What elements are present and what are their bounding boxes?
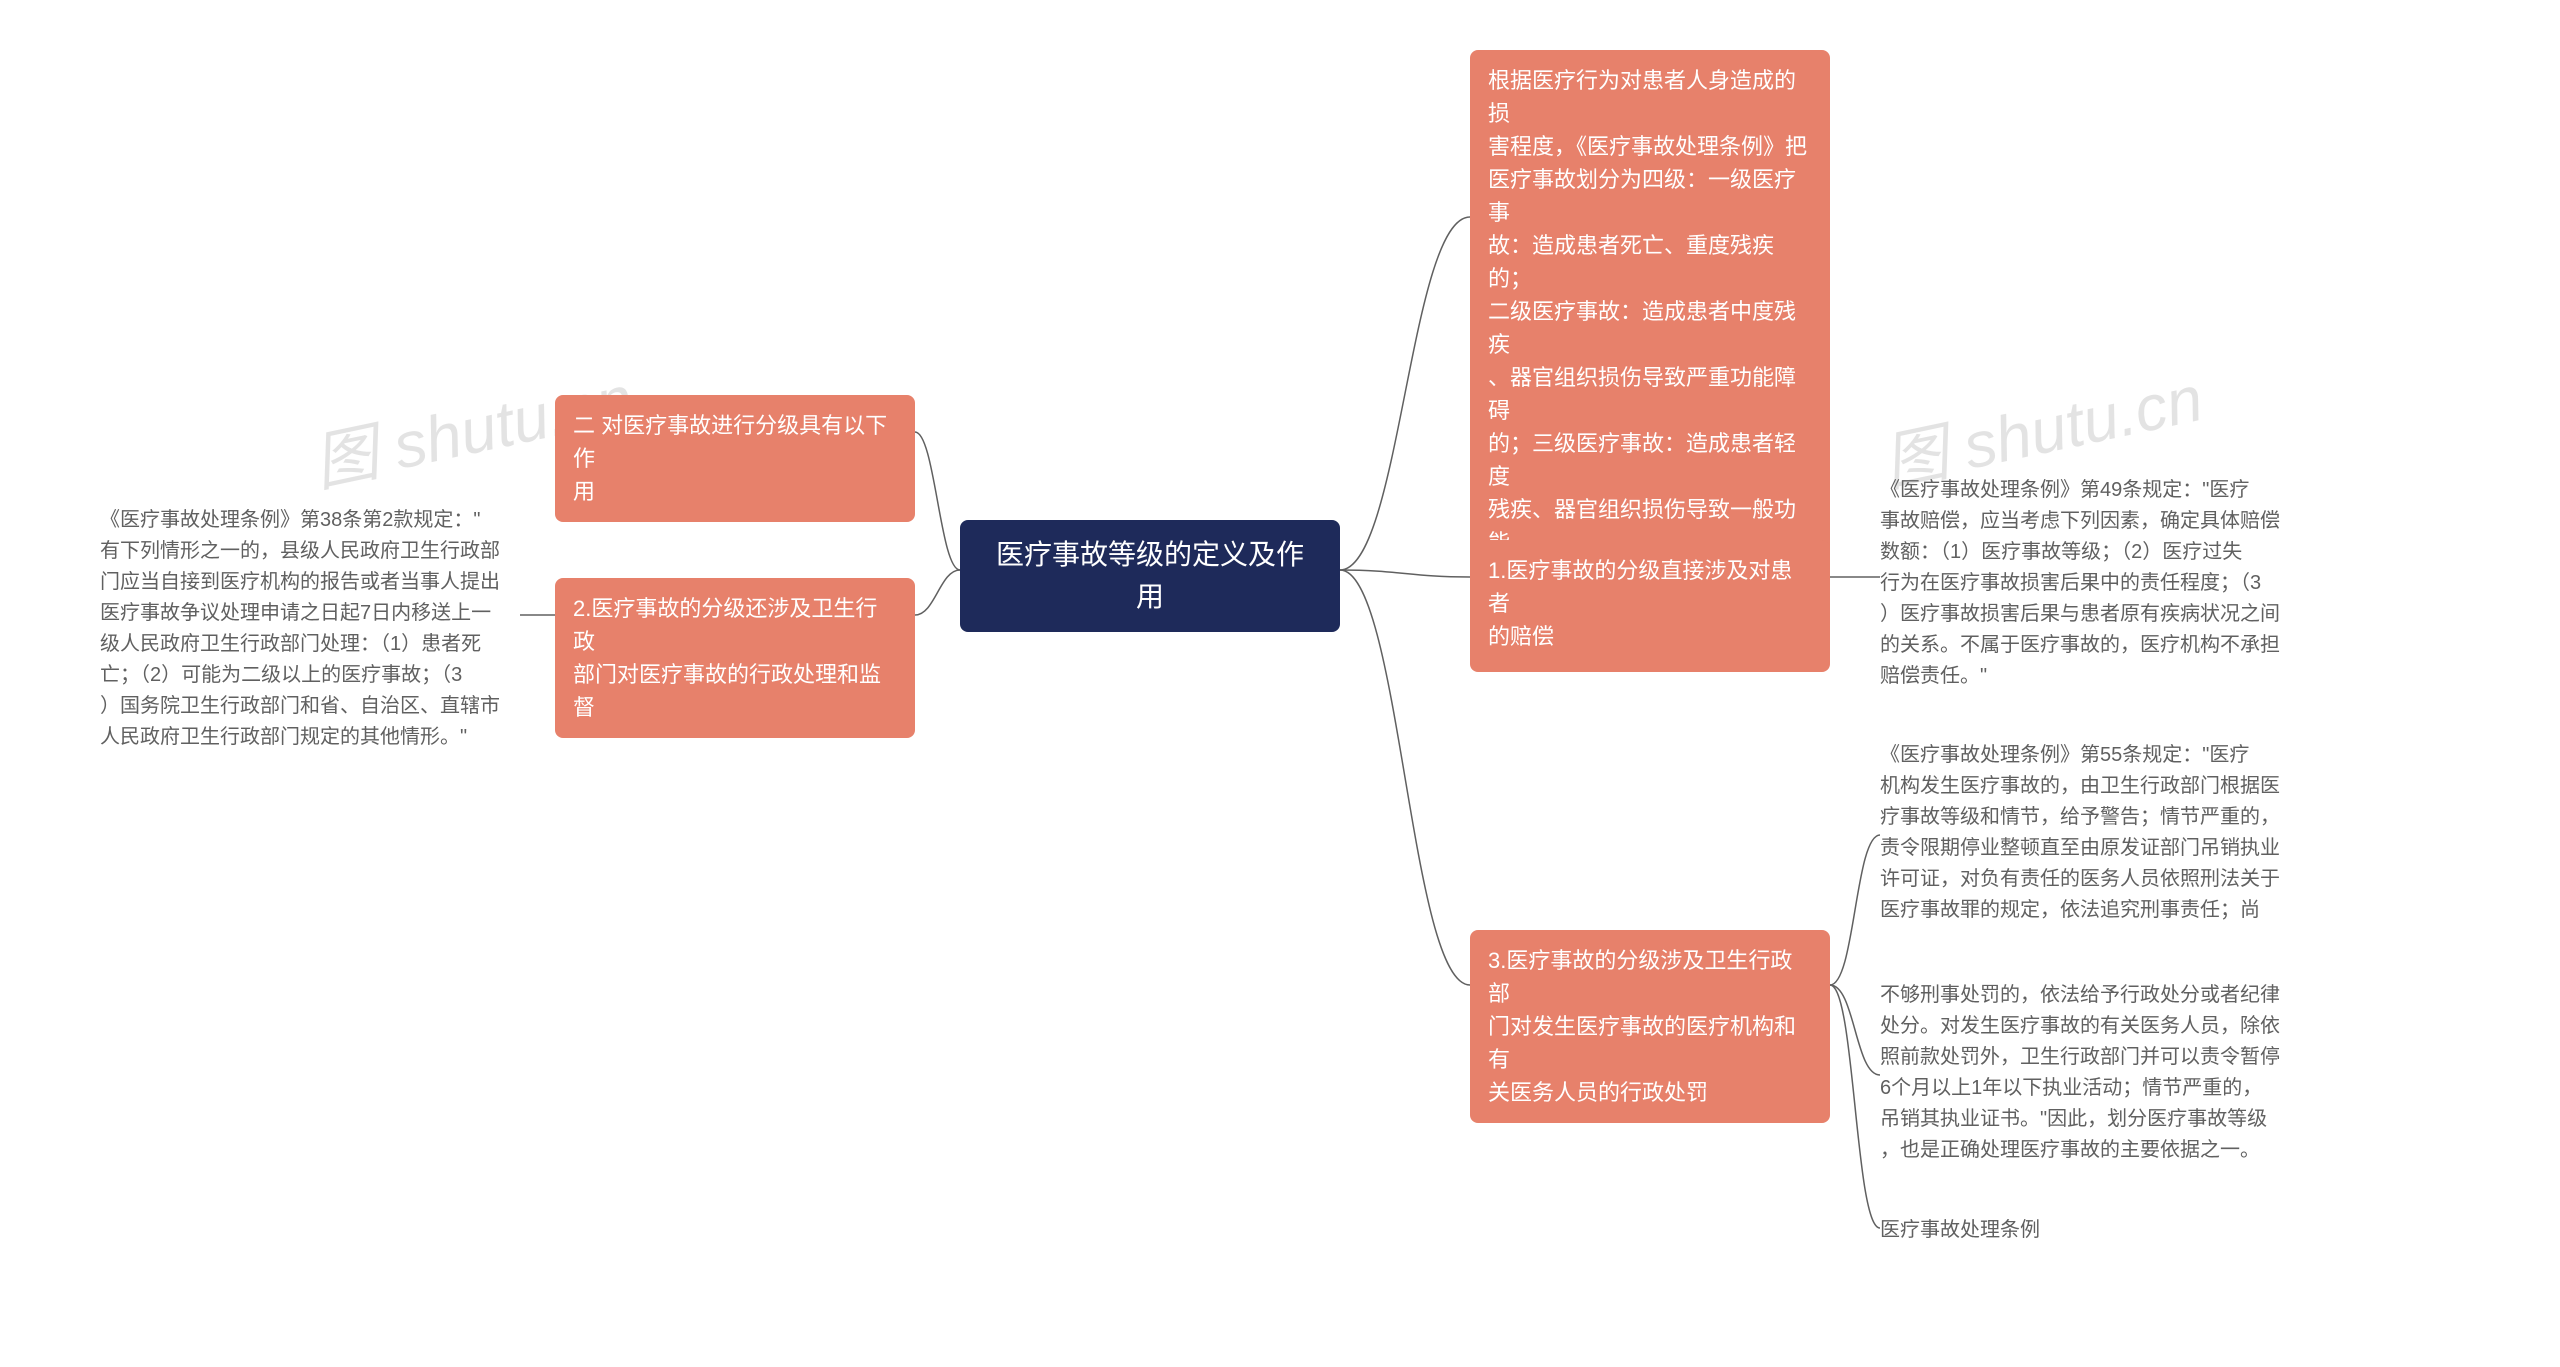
right-branch-3-leaf-3-text: 医疗事故处理条例 bbox=[1880, 1219, 2040, 1241]
left-branch-2-label: 2.医疗事故的分级还涉及卫生行政部门对医疗事故的行政处理和监督 bbox=[573, 596, 881, 720]
right-branch-3-label: 3.医疗事故的分级涉及卫生行政部门对发生医疗事故的医疗机构和有关医务人员的行政处… bbox=[1488, 948, 1796, 1105]
right-branch-1-leaf-text: 《医疗事故处理条例》第49条规定："医疗事故赔偿，应当考虑下列因素，确定具体赔偿… bbox=[1880, 479, 2280, 687]
left-branch-2-leaf-text: 《医疗事故处理条例》第38条第2款规定："有下列情形之一的，县级人民政府卫生行政… bbox=[100, 509, 500, 748]
right-branch-1[interactable]: 1.医疗事故的分级直接涉及对患者的赔偿 bbox=[1470, 540, 1830, 667]
right-branch-3[interactable]: 3.医疗事故的分级涉及卫生行政部门对发生医疗事故的医疗机构和有关医务人员的行政处… bbox=[1470, 930, 1830, 1123]
center-node[interactable]: 医疗事故等级的定义及作用 bbox=[960, 520, 1340, 632]
right-branch-3-leaf-2: 不够刑事处罚的，依法给予行政处分或者纪律处分。对发生医疗事故的有关医务人员，除依… bbox=[1880, 980, 2310, 1166]
right-branch-3-leaf-1-text: 《医疗事故处理条例》第55条规定："医疗机构发生医疗事故的，由卫生行政部门根据医… bbox=[1880, 744, 2280, 921]
right-branch-1-label: 1.医疗事故的分级直接涉及对患者的赔偿 bbox=[1488, 558, 1792, 649]
left-branch-1-label: 二 对医疗事故进行分级具有以下作用 bbox=[573, 413, 887, 504]
center-label: 医疗事故等级的定义及作用 bbox=[996, 539, 1304, 612]
right-branch-3-leaf-3: 医疗事故处理条例 bbox=[1880, 1215, 2310, 1246]
left-branch-1[interactable]: 二 对医疗事故进行分级具有以下作用 bbox=[555, 395, 915, 522]
right-branch-3-leaf-1: 《医疗事故处理条例》第55条规定："医疗机构发生医疗事故的，由卫生行政部门根据医… bbox=[1880, 740, 2310, 926]
right-branch-1-leaf: 《医疗事故处理条例》第49条规定："医疗事故赔偿，应当考虑下列因素，确定具体赔偿… bbox=[1880, 475, 2310, 692]
right-branch-3-leaf-2-text: 不够刑事处罚的，依法给予行政处分或者纪律处分。对发生医疗事故的有关医务人员，除依… bbox=[1880, 984, 2280, 1161]
left-branch-2[interactable]: 2.医疗事故的分级还涉及卫生行政部门对医疗事故的行政处理和监督 bbox=[555, 578, 915, 738]
left-branch-2-leaf: 《医疗事故处理条例》第38条第2款规定："有下列情形之一的，县级人民政府卫生行政… bbox=[100, 505, 520, 753]
